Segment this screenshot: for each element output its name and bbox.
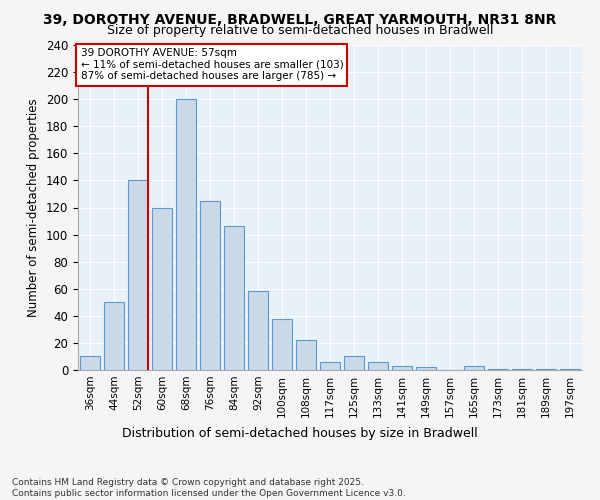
Bar	[272, 318, 292, 370]
Bar	[512, 368, 532, 370]
Text: 39 DOROTHY AVENUE: 57sqm
← 11% of semi-detached houses are smaller (103)
87% of : 39 DOROTHY AVENUE: 57sqm ← 11% of semi-d…	[80, 48, 343, 82]
Text: 39, DOROTHY AVENUE, BRADWELL, GREAT YARMOUTH, NR31 8NR: 39, DOROTHY AVENUE, BRADWELL, GREAT YARM…	[43, 12, 557, 26]
Bar	[320, 362, 340, 370]
Bar	[536, 368, 556, 370]
Bar	[200, 200, 220, 370]
Bar	[224, 226, 244, 370]
Bar	[128, 180, 148, 370]
Bar	[176, 99, 196, 370]
Y-axis label: Number of semi-detached properties: Number of semi-detached properties	[28, 98, 40, 317]
Text: Contains HM Land Registry data © Crown copyright and database right 2025.
Contai: Contains HM Land Registry data © Crown c…	[12, 478, 406, 498]
Bar	[344, 356, 364, 370]
Bar	[80, 356, 100, 370]
Bar	[296, 340, 316, 370]
Bar	[488, 368, 508, 370]
Bar	[152, 208, 172, 370]
Bar	[248, 292, 268, 370]
Bar	[464, 366, 484, 370]
Bar	[104, 302, 124, 370]
Text: Size of property relative to semi-detached houses in Bradwell: Size of property relative to semi-detach…	[107, 24, 493, 37]
Bar	[368, 362, 388, 370]
Text: Distribution of semi-detached houses by size in Bradwell: Distribution of semi-detached houses by …	[122, 428, 478, 440]
Bar	[392, 366, 412, 370]
Bar	[416, 368, 436, 370]
Bar	[560, 368, 580, 370]
